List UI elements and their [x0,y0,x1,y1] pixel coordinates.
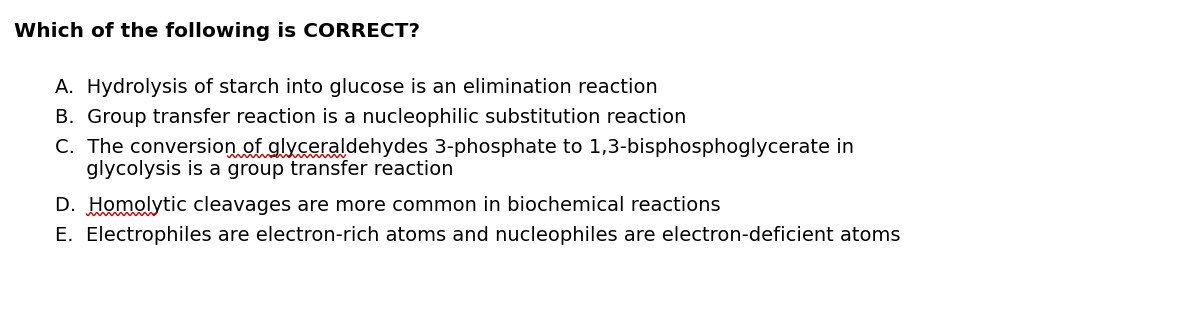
Text: Which of the following is CORRECT?: Which of the following is CORRECT? [14,22,420,41]
Text: glycolysis is a group transfer reaction: glycolysis is a group transfer reaction [55,160,454,179]
Text: B.  Group transfer reaction is a nucleophilic substitution reaction: B. Group transfer reaction is a nucleoph… [55,108,686,127]
Text: D.  Homolytic cleavages are more common in biochemical reactions: D. Homolytic cleavages are more common i… [55,196,721,215]
Text: A.  Hydrolysis of starch into glucose is an elimination reaction: A. Hydrolysis of starch into glucose is … [55,78,658,97]
Text: E.  Electrophiles are electron-rich atoms and nucleophiles are electron-deficien: E. Electrophiles are electron-rich atoms… [55,226,900,245]
Text: C.  The conversion of glyceraldehydes 3-phosphate to 1,3-bisphosphoglycerate in: C. The conversion of glyceraldehydes 3-p… [55,138,854,157]
